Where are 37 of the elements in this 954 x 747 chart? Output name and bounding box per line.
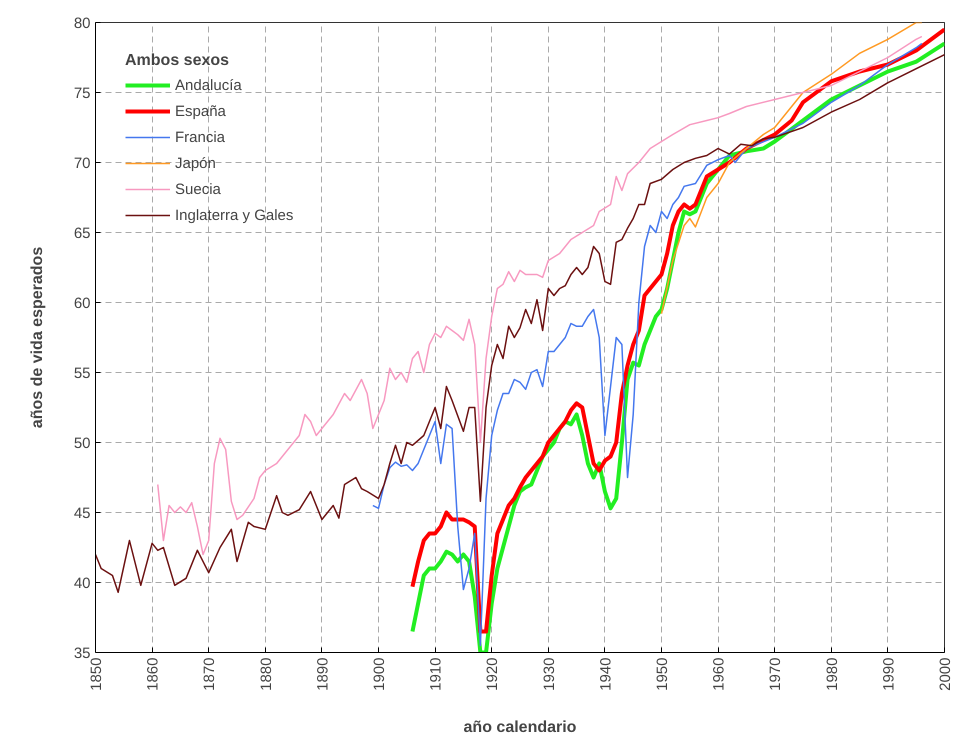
- x-tick-label: 1900: [371, 657, 388, 691]
- legend-label: España: [175, 102, 226, 120]
- x-tick-label: 1870: [201, 657, 218, 691]
- x-axis-title: año calendario: [464, 718, 577, 736]
- x-tick-label: 2000: [937, 657, 954, 691]
- x-tick-label: 1910: [428, 657, 445, 691]
- x-tick-label: 1880: [258, 657, 275, 691]
- legend-label: Francia: [175, 128, 226, 146]
- y-tick-label: 65: [74, 225, 91, 242]
- legend-title: Ambos sexos: [125, 52, 230, 70]
- y-tick-label: 35: [74, 645, 91, 662]
- y-tick-label: 50: [74, 435, 91, 452]
- x-tick-label: 1940: [597, 657, 614, 691]
- x-tick-label: 1920: [484, 657, 502, 691]
- x-tick-label: 1950: [654, 657, 671, 691]
- y-tick-label: 75: [74, 85, 91, 102]
- x-tick-label: 1970: [767, 657, 784, 691]
- x-tick-label: 1890: [314, 657, 332, 691]
- y-tick-label: 40: [74, 575, 91, 592]
- y-axis-title: años de vida esperados: [28, 246, 46, 428]
- y-tick-label: 80: [74, 15, 91, 32]
- y-tick-label: 70: [74, 155, 91, 172]
- x-tick-label: 1960: [710, 657, 728, 691]
- y-tick-label: 60: [74, 295, 91, 312]
- x-tick-label: 1980: [824, 657, 841, 691]
- legend-label: Andalucía: [175, 76, 242, 94]
- y-tick-label: 55: [74, 365, 91, 382]
- x-tick-label: 1850: [88, 657, 105, 691]
- line-series: [96, 54, 944, 594]
- x-tick-label: 1930: [540, 657, 558, 691]
- legend-label: Inglaterra y Gales: [175, 206, 294, 224]
- legend-label: Japón: [175, 154, 216, 172]
- y-tick-label: 45: [74, 505, 91, 522]
- legend-label: Suecia: [175, 180, 221, 198]
- x-tick-label: 1860: [144, 657, 162, 691]
- line-series: [660, 22, 923, 314]
- x-tick-label: 1990: [880, 657, 898, 691]
